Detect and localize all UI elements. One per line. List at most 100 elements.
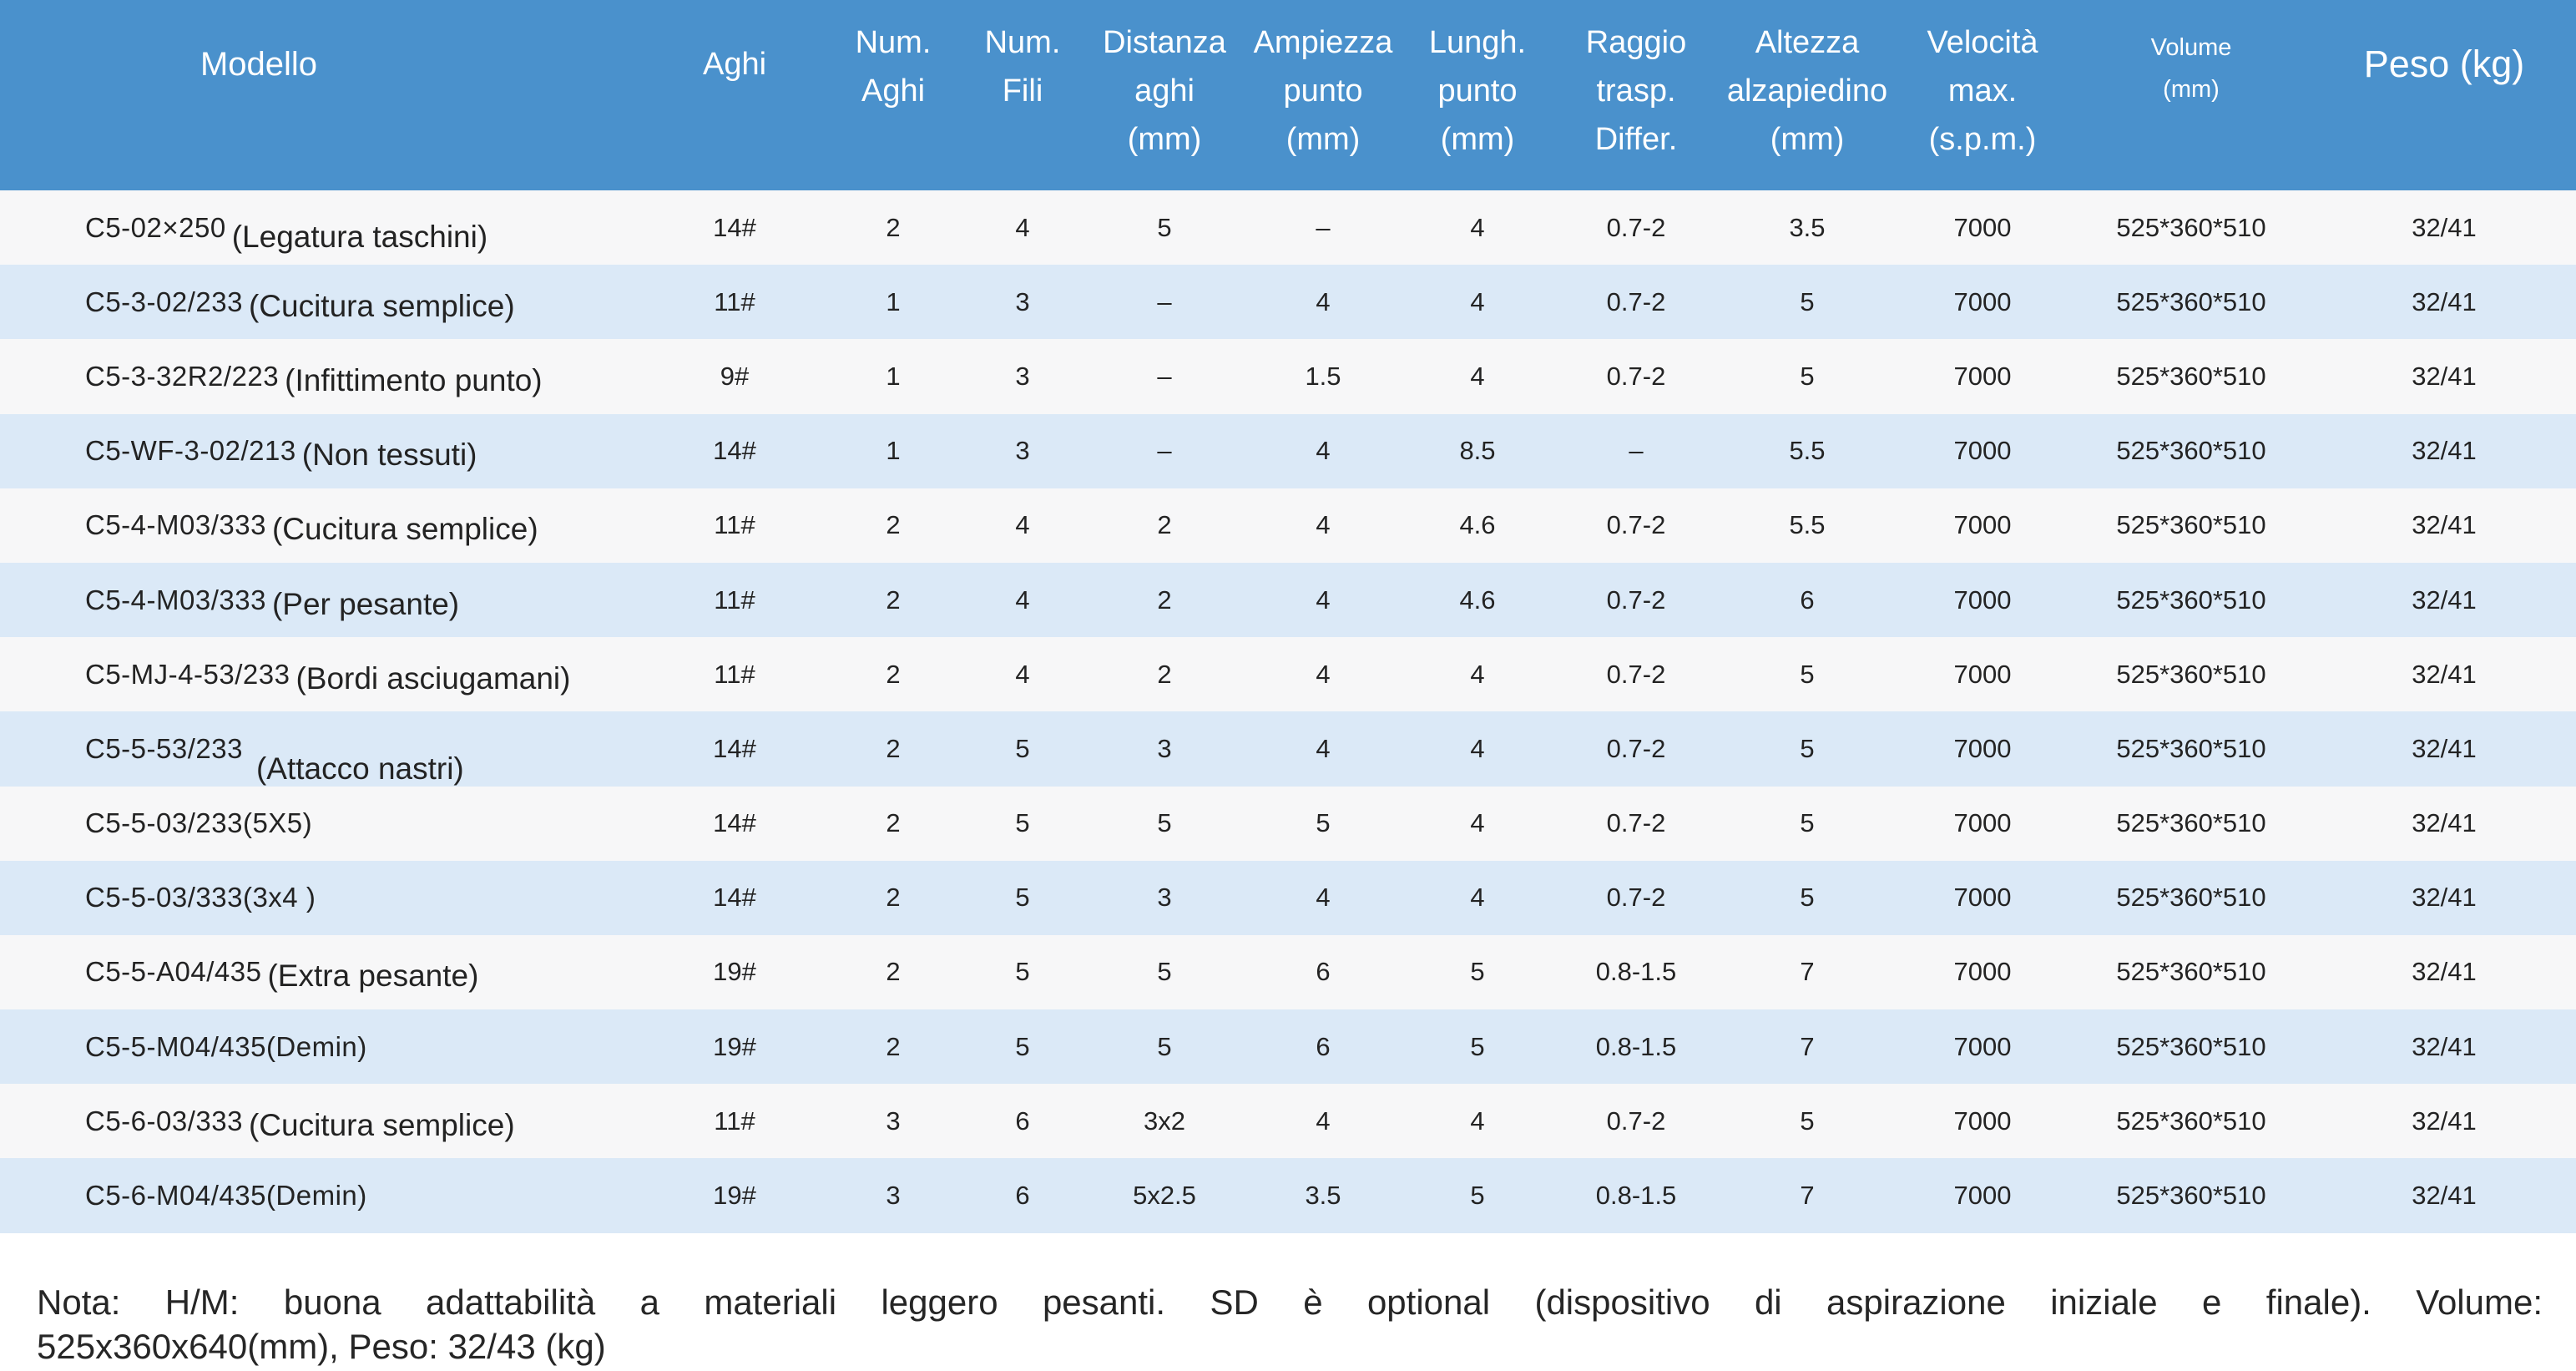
cell-peso: 32/41 xyxy=(2412,436,2477,466)
cell-peso: 32/41 xyxy=(2412,361,2477,391)
cell-velocita-max: 7000 xyxy=(1953,286,2012,316)
cell-peso: 32/41 xyxy=(2412,510,2477,540)
model-code: C5-3-02/233 xyxy=(85,286,243,317)
model-code: C5-MJ-4-53/233 xyxy=(85,658,290,690)
model-cell: C5-5-03/233(5X5) xyxy=(0,787,643,861)
cell-distanza-aghi: 3 xyxy=(1157,733,1172,763)
cell-ampiezza-punto: 6 xyxy=(1316,957,1331,987)
model-code: C5-6-03/333 xyxy=(85,1105,243,1136)
cell-aghi: 14# xyxy=(713,883,756,913)
model-description: (Attacco nastri) xyxy=(255,751,464,786)
cell-lungh-punto: 4 xyxy=(1470,733,1485,763)
table-row: C5-3-02/233 (Cucitura semplice) 11# 1 3 – 4 4 0.… xyxy=(0,265,2576,340)
cell-altezza-alzapiedino: 7 xyxy=(1800,1181,1815,1211)
cell-lungh-punto: 5 xyxy=(1470,957,1485,987)
cell-num-aghi: 1 xyxy=(886,286,901,316)
cell-lungh-punto: 4 xyxy=(1470,883,1485,913)
cell-num-aghi: 2 xyxy=(886,733,901,763)
spec-table: Modello Aghi Num. Aghi Num. Fili Distanz… xyxy=(0,0,2576,1233)
cell-ampiezza-punto: 3.5 xyxy=(1305,1181,1341,1211)
cell-aghi: 11# xyxy=(714,510,755,540)
table-row: C5-6-03/333 (Cucitura semplice) 11# 3 6 3x2 4 4… xyxy=(0,1084,2576,1159)
cell-peso: 32/41 xyxy=(2412,659,2477,689)
cell-altezza-alzapiedino: 5 xyxy=(1800,659,1815,689)
header-cell-velocita-max: Velocità max. (s.p.m.) xyxy=(1927,25,2038,157)
cell-ampiezza-punto: 4 xyxy=(1316,510,1331,540)
model-cell: C5-5-53/233 (Attacco nastri) xyxy=(0,711,643,786)
cell-volume: 525*360*510 xyxy=(2116,733,2266,763)
cell-raggio-trasp: 0.7-2 xyxy=(1606,883,1666,913)
cell-distanza-aghi: 5x2.5 xyxy=(1133,1181,1196,1211)
model-cell: C5-6-M04/435(Demin) xyxy=(0,1158,643,1232)
cell-altezza-alzapiedino: 5 xyxy=(1800,733,1815,763)
cell-altezza-alzapiedino: 5.5 xyxy=(1789,510,1826,540)
cell-ampiezza-punto: 5 xyxy=(1316,808,1331,838)
cell-aghi: 19# xyxy=(713,957,756,987)
cell-raggio-trasp: 0.7-2 xyxy=(1606,212,1666,242)
cell-volume: 525*360*510 xyxy=(2116,659,2266,689)
cell-ampiezza-punto: 4 xyxy=(1316,436,1331,466)
cell-num-fili: 6 xyxy=(1015,1105,1030,1136)
cell-lungh-punto: 4 xyxy=(1470,361,1485,391)
model-description: (Bordi asciugamani) xyxy=(295,660,571,696)
cell-aghi: 11# xyxy=(714,659,755,689)
cell-volume: 525*360*510 xyxy=(2116,1105,2266,1136)
cell-raggio-trasp: 0.7-2 xyxy=(1606,361,1666,391)
cell-velocita-max: 7000 xyxy=(1953,1031,2012,1061)
model-code: C5-WF-3-02/213 xyxy=(85,435,296,467)
cell-num-aghi: 3 xyxy=(886,1105,901,1136)
cell-num-aghi: 2 xyxy=(886,212,901,242)
cell-lungh-punto: 4 xyxy=(1470,1105,1485,1136)
model-code: C5-5-53/233 xyxy=(85,732,243,764)
table-row: C5-WF-3-02/213 (Non tessuti) 14# 1 3 – 4 8.5 – 5.… xyxy=(0,413,2576,488)
cell-aghi: 14# xyxy=(713,212,756,242)
cell-altezza-alzapiedino: 5 xyxy=(1800,286,1815,316)
cell-raggio-trasp: 0.7-2 xyxy=(1606,733,1666,763)
model-cell: C5-5-03/333(3x4 ) xyxy=(0,861,643,935)
model-cell: C5-6-03/333 (Cucitura semplice) xyxy=(0,1084,643,1158)
cell-raggio-trasp: 0.7-2 xyxy=(1606,510,1666,540)
header-cell-num-aghi: Num. Aghi xyxy=(855,25,932,109)
cell-altezza-alzapiedino: 7 xyxy=(1800,957,1815,987)
model-description: (Legatura taschini) xyxy=(231,219,488,254)
cell-volume: 525*360*510 xyxy=(2116,808,2266,838)
cell-ampiezza-punto: 6 xyxy=(1316,1031,1331,1061)
model-code: C5-5-03/333(3x4 ) xyxy=(85,882,316,913)
cell-raggio-trasp: 0.7-2 xyxy=(1606,286,1666,316)
table-body: C5-02×250 (Legatura taschini) 14# 2 4 5 – 4 0.7-… xyxy=(0,190,2576,1233)
cell-velocita-max: 7000 xyxy=(1953,957,2012,987)
cell-distanza-aghi: 5 xyxy=(1157,808,1172,838)
cell-num-fili: 5 xyxy=(1015,808,1030,838)
cell-altezza-alzapiedino: 3.5 xyxy=(1789,212,1826,242)
cell-ampiezza-punto: 4 xyxy=(1316,286,1331,316)
table-row: C5-5-53/233 (Attacco nastri) 14# 2 5 3 4 4 0.7-2… xyxy=(0,711,2576,787)
cell-peso: 32/41 xyxy=(2412,584,2477,615)
header-cell-lungh-punto: Lungh. punto (mm) xyxy=(1428,25,1527,157)
model-code: C5-5-A04/435 xyxy=(85,956,262,988)
model-cell: C5-02×250 (Legatura taschini) xyxy=(0,190,643,265)
table-row: C5-3-32R2/223 (Infittimento punto) 9# 1 3 – 1.… xyxy=(0,339,2576,414)
cell-aghi: 11# xyxy=(714,286,755,316)
cell-num-aghi: 2 xyxy=(886,584,901,615)
cell-volume: 525*360*510 xyxy=(2116,1031,2266,1061)
header-cell-ampiezza-punto: Ampiezza punto (mm) xyxy=(1253,25,1393,157)
header-cell-peso: Peso (kg) xyxy=(2363,43,2525,85)
cell-ampiezza-punto: 4 xyxy=(1316,733,1331,763)
cell-ampiezza-punto: – xyxy=(1316,212,1331,242)
model-code: C5-5-03/233(5X5) xyxy=(85,807,313,839)
model-cell: C5-5-M04/435(Demin) xyxy=(0,1009,643,1084)
cell-num-fili: 5 xyxy=(1015,1031,1030,1061)
model-cell: C5-4-M03/333 (Cucitura semplice) xyxy=(0,488,643,563)
cell-ampiezza-punto: 4 xyxy=(1316,1105,1331,1136)
cell-lungh-punto: 4 xyxy=(1470,212,1485,242)
cell-distanza-aghi: 2 xyxy=(1157,659,1172,689)
cell-raggio-trasp: 0.8-1.5 xyxy=(1595,1181,1677,1211)
cell-aghi: 11# xyxy=(714,584,755,615)
cell-num-fili: 5 xyxy=(1015,883,1030,913)
cell-aghi: 14# xyxy=(713,808,756,838)
cell-altezza-alzapiedino: 5.5 xyxy=(1789,436,1826,466)
model-description: (Cucitura semplice) xyxy=(271,512,538,547)
cell-num-fili: 4 xyxy=(1015,510,1030,540)
cell-num-fili: 6 xyxy=(1015,1181,1030,1211)
cell-aghi: 9# xyxy=(720,361,750,391)
